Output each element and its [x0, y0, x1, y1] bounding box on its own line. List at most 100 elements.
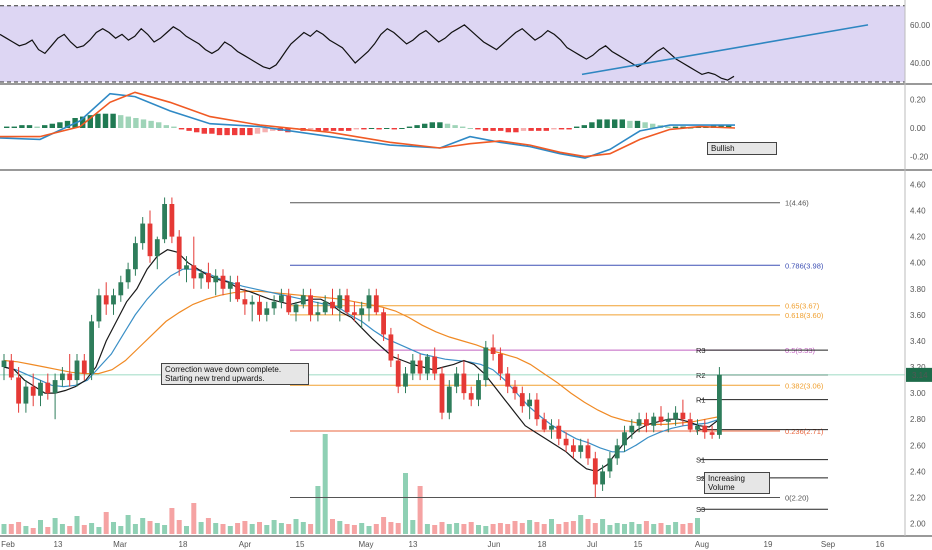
macd-histogram-bar [163, 125, 169, 128]
candle-body [578, 445, 584, 452]
x-tick-label: 13 [54, 540, 63, 549]
pivot-label: P [696, 426, 701, 435]
macd-histogram-bar [482, 128, 489, 131]
macd-histogram-bar [627, 120, 633, 128]
volume-bar [30, 528, 36, 534]
candle-body [118, 282, 124, 296]
macd-tick-label: 0.00 [910, 124, 926, 133]
macd-histogram-bar [308, 128, 314, 130]
macd-histogram-bar [102, 113, 109, 128]
volume-bar [366, 526, 372, 534]
volume-bar [264, 525, 270, 534]
volume-bar [468, 522, 474, 534]
price-tick-label: 2.20 [910, 493, 926, 502]
macd-histogram-bar [148, 120, 154, 128]
macd-histogram-bar [414, 125, 420, 128]
volume-bar [432, 525, 438, 534]
volume-bar [629, 522, 635, 534]
candle-body [410, 360, 416, 374]
macd-histogram-bar [406, 126, 413, 128]
candle-body [403, 373, 408, 387]
volume-bar [220, 524, 226, 534]
ma-fast-line [3, 249, 720, 473]
macd-histogram-bar [612, 119, 618, 128]
rsi-tick-label: 60.00 [910, 21, 931, 30]
price-tick-label: 2.80 [910, 415, 926, 424]
macd-histogram-bar [216, 128, 223, 136]
macd-histogram-bar [178, 128, 185, 130]
volume-bar [176, 520, 182, 534]
candle-body [293, 304, 299, 313]
candle-body [96, 295, 102, 322]
price-tick-label: 2.00 [910, 520, 926, 529]
candle-body [695, 425, 700, 430]
candle-body [271, 301, 277, 309]
macd-histogram-bar [194, 128, 200, 133]
volume-bar [505, 524, 511, 534]
candle-body [103, 295, 109, 305]
candle-body [476, 380, 481, 400]
candle-body [636, 419, 642, 426]
volume-bar [519, 523, 525, 534]
volume-bar [59, 524, 65, 534]
candle-body [549, 425, 554, 430]
volume-bar [81, 525, 87, 534]
candle-body [315, 312, 321, 315]
x-tick-label: Sep [821, 540, 836, 549]
macd-histogram-bar [528, 128, 534, 131]
volume-bar [23, 526, 29, 534]
price-tick-label: 3.20 [910, 363, 926, 372]
volume-bar [16, 522, 22, 534]
macd-histogram-bar [460, 126, 466, 128]
volume-bar [330, 519, 335, 534]
fib-label: 0.786(3.98) [785, 261, 824, 270]
volume-bar [556, 524, 562, 534]
price-tick-label: 4.60 [910, 180, 926, 189]
volume-bar [373, 524, 379, 534]
price-tick-label: 3.00 [910, 389, 926, 398]
macd-histogram-bar [224, 128, 230, 136]
volume-bar [410, 520, 416, 534]
macd-histogram-bar [64, 120, 71, 128]
volume-bar [549, 519, 554, 534]
candle-body [8, 360, 14, 378]
macd-panel: 0.20 0.00 -0.20 [0, 91, 932, 171]
macd-histogram-bar [133, 118, 139, 128]
candle-body [227, 282, 233, 289]
candle-body [140, 223, 146, 244]
price-tick-label: 3.40 [910, 337, 926, 346]
x-tick-label: 13 [409, 540, 418, 549]
volume-bar [497, 523, 503, 534]
candle-body [571, 445, 576, 452]
volume-bar [614, 523, 620, 534]
macd-histogram-bar [361, 128, 367, 130]
candle-body [687, 419, 693, 430]
candle-body [680, 412, 686, 420]
volume-bar [162, 525, 168, 534]
x-tick-label: Apr [239, 540, 252, 549]
volume-bar [278, 523, 284, 534]
candle-body [344, 295, 350, 313]
pivot-label: R1 [696, 396, 706, 405]
candle-body [490, 347, 496, 354]
volume-bar [446, 524, 452, 534]
macd-histogram-bar [118, 115, 124, 128]
macd-histogram-bar [26, 125, 33, 128]
volume-bar [476, 525, 481, 534]
fib-label: 0(2.20) [785, 493, 809, 502]
volume-bar [103, 512, 109, 534]
volume-bar [191, 503, 197, 534]
pivot-label: R2 [696, 371, 706, 380]
candle-body [417, 360, 423, 374]
volume-bar [570, 521, 576, 534]
candle-body [322, 301, 328, 313]
macd-histogram-bar [209, 128, 215, 134]
macd-histogram-bar [688, 128, 694, 129]
macd-histogram-bar [232, 128, 238, 136]
fib-label: 0.618(3.60) [785, 311, 824, 320]
volume-bar [111, 522, 116, 534]
candle-body [519, 393, 525, 407]
candle-body [651, 416, 657, 426]
macd-histogram-bar [680, 126, 686, 128]
macd-histogram-bar [642, 122, 648, 128]
